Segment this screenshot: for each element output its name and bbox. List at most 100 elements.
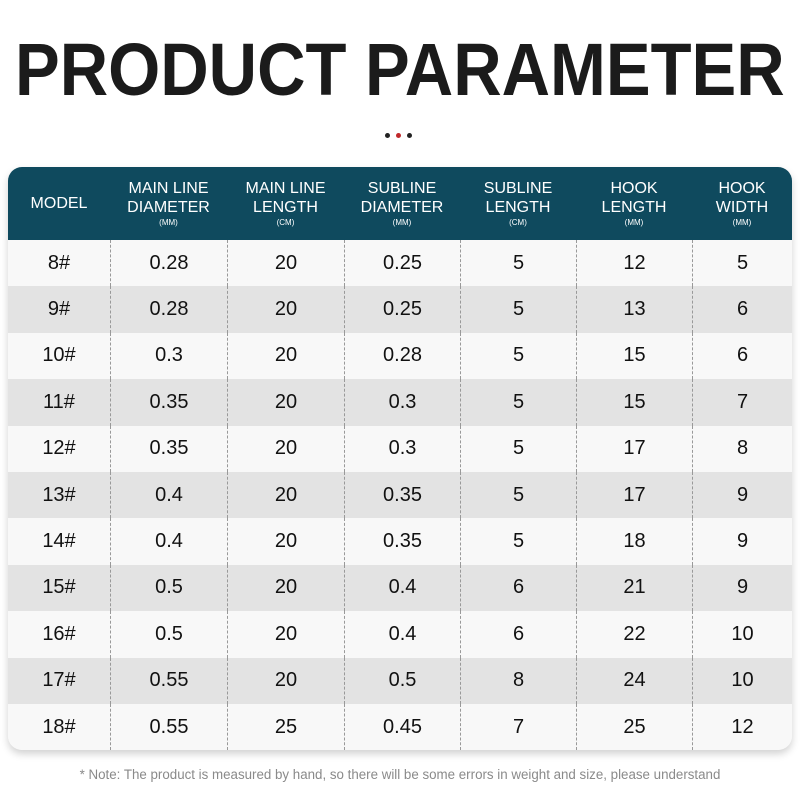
table-cell: 17 (576, 471, 692, 519)
table-cell: 0.35 (344, 518, 460, 565)
table-cell: 22 (576, 611, 692, 658)
table-cell: 6 (692, 286, 792, 333)
dot-icon (396, 133, 401, 138)
table-cell: 5 (692, 240, 792, 287)
table-cell: 9# (47, 298, 71, 321)
table-cell: 10# (42, 344, 76, 367)
column-header-label: SUBLINE DIAMETER (360, 179, 444, 216)
table-cell: 0.35 (110, 379, 227, 426)
column-header-label: SUBLINE LENGTH (483, 179, 553, 216)
table-cell: 0.3 (344, 379, 460, 426)
table-cell: 20 (227, 611, 344, 658)
parameter-table: MODEL MAIN LINE DIAMETER (MM) MAIN LINE LEN… (8, 167, 792, 750)
table-cell: 0.3 (344, 425, 460, 472)
table-cell: 15 (576, 379, 692, 426)
table-cell: 0.4 (110, 471, 227, 519)
table-cell: 10 (692, 611, 792, 658)
table-row: 13# 0.4 20 0.35 5 17 9 (8, 471, 792, 519)
table-cell: 0.55 (110, 657, 227, 704)
column-header: MAIN LINE DIAMETER (MM) (110, 167, 227, 240)
table-cell: 20 (227, 379, 344, 426)
column-header-label: MODEL (30, 195, 88, 212)
dot-icon (385, 133, 390, 138)
table-row: 17# 0.55 20 0.5 8 24 10 (8, 657, 792, 704)
title-container: PRODUCT PARAMETER (0, 28, 800, 112)
table-row: 8# 0.28 20 0.25 5 12 5 (8, 240, 792, 287)
column-header: MAIN LINE LENGTH (CM) (227, 167, 344, 240)
table-cell: 0.28 (344, 332, 460, 380)
table-row: 15# 0.5 20 0.4 6 21 9 (8, 564, 792, 612)
table-cell: 12# (42, 437, 76, 460)
column-header: SUBLINE LENGTH (CM) (460, 167, 576, 240)
table-row: 12# 0.35 20 0.3 5 17 8 (8, 425, 792, 472)
table-cell: 15 (576, 332, 692, 380)
table-row: 16# 0.5 20 0.4 6 22 10 (8, 611, 792, 658)
table-cell: 9 (692, 471, 792, 519)
table-cell: 0.4 (344, 611, 460, 658)
table-cell: 0.28 (110, 240, 227, 287)
table-cell: 0.4 (110, 518, 227, 565)
table-row: 14# 0.4 20 0.35 5 18 9 (8, 518, 792, 565)
table-cell: 20 (227, 471, 344, 519)
table-cell: 18 (576, 518, 692, 565)
table-cell: 0.35 (344, 471, 460, 519)
table-cell: 5 (460, 518, 576, 565)
column-header-unit: (MM) (732, 217, 752, 227)
table-cell: 0.45 (344, 703, 460, 750)
table-cell: 5 (460, 332, 576, 380)
table-cell: 9 (692, 564, 792, 612)
table-cell: 0.25 (344, 240, 460, 287)
column-header-unit: (CM) (276, 217, 295, 227)
column-header-label: HOOK WIDTH (715, 179, 769, 216)
table-cell: 12 (692, 703, 792, 750)
table-row: 11# 0.35 20 0.3 5 15 7 (8, 379, 792, 426)
table-cell: 8 (460, 657, 576, 704)
table-cell: 9 (692, 518, 792, 565)
table-cell: 0.5 (344, 657, 460, 704)
note-text: * Note: The product is measured by hand,… (79, 767, 721, 782)
table-cell: 0.3 (110, 332, 227, 380)
table-header: MODEL MAIN LINE DIAMETER (MM) MAIN LINE LEN… (8, 167, 792, 240)
table-cell: 16# (42, 622, 76, 645)
table-cell: 5 (460, 425, 576, 472)
column-header-unit: (MM) (624, 217, 644, 227)
column-header-unit: (MM) (392, 217, 412, 227)
table-row: 10# 0.3 20 0.28 5 15 6 (8, 332, 792, 380)
table-cell: 7 (692, 379, 792, 426)
decorative-dots (385, 133, 412, 138)
table-cell: 20 (227, 286, 344, 333)
table-cell: 5 (460, 471, 576, 519)
table-cell: 5 (460, 286, 576, 333)
table-cell: 0.35 (110, 425, 227, 472)
table-cell: 14# (42, 530, 76, 553)
column-header: HOOK LENGTH (MM) (576, 167, 692, 240)
column-header-label: HOOK LENGTH (601, 179, 667, 216)
column-header-unit: (MM) (159, 217, 178, 227)
table-cell: 0.5 (110, 611, 227, 658)
table-cell: 20 (227, 657, 344, 704)
table-row: 18# 0.55 25 0.45 7 25 12 (8, 703, 792, 750)
table-cell: 20 (227, 332, 344, 380)
table-cell: 8 (692, 425, 792, 472)
table-cell: 0.5 (110, 564, 227, 612)
table-cell: 13 (576, 286, 692, 333)
table-cell: 8# (47, 251, 71, 274)
column-header-label: MAIN LINE LENGTH (245, 179, 326, 216)
table-cell: 17# (42, 669, 76, 692)
table-cell: 0.55 (110, 703, 227, 750)
table-cell: 12 (576, 240, 692, 287)
table-cell: 21 (576, 564, 692, 612)
table-cell: 25 (576, 703, 692, 750)
table-cell: 20 (227, 518, 344, 565)
table-cell: 18# (42, 715, 76, 738)
dot-icon (407, 133, 412, 138)
table-cell: 25 (227, 703, 344, 750)
table-cell: 15# (42, 576, 76, 599)
table-cell: 20 (227, 425, 344, 472)
table-cell: 20 (227, 564, 344, 612)
column-header: SUBLINE DIAMETER (MM) (344, 167, 460, 240)
column-header-unit: (CM) (509, 217, 527, 227)
table-cell: 5 (460, 240, 576, 287)
table-cell: 7 (460, 703, 576, 750)
page-title: PRODUCT PARAMETER (15, 28, 785, 111)
